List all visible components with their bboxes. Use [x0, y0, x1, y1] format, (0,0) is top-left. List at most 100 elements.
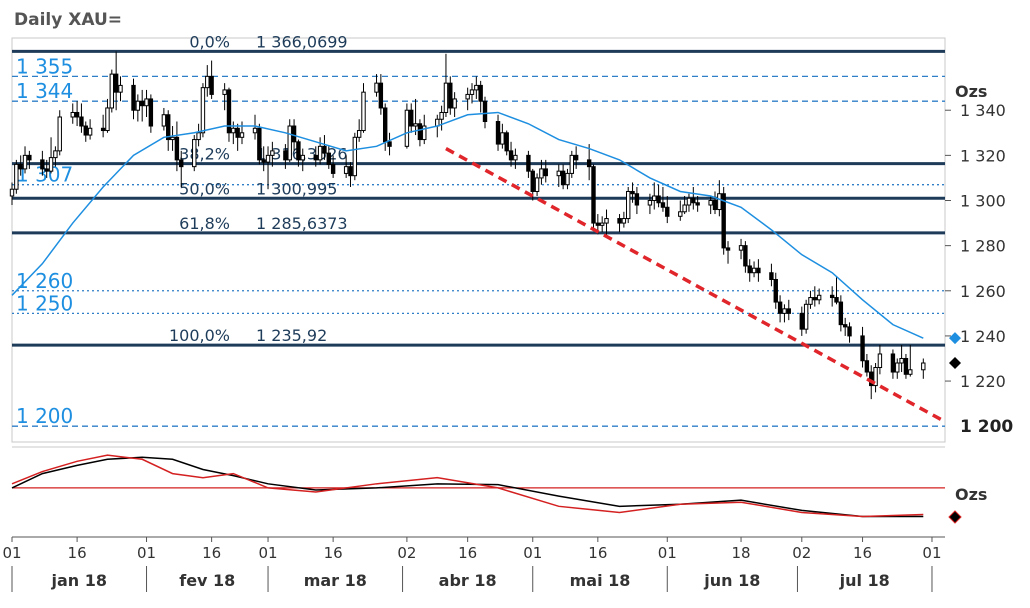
axes-layer: 1 340 1 320 1 300 1 280 1 260 1 240 1 220 Ozs 1 …	[2, 82, 1013, 592]
candle-body-67	[417, 123, 423, 141]
candle-body-21	[135, 100, 141, 111]
candle-body-87	[539, 168, 544, 179]
candle-body-148	[908, 369, 913, 375]
candle-body-100	[621, 218, 627, 224]
month-label-0: jan 18	[51, 571, 108, 590]
candle-body-58	[356, 130, 362, 138]
candle-body-107	[660, 202, 666, 208]
candle-body-139	[860, 335, 865, 362]
candle-body-55	[343, 166, 349, 174]
x-tick-label-1: 16	[68, 544, 87, 562]
candle-body-92	[569, 154, 574, 174]
chart-title: Daily XAU=	[14, 10, 122, 30]
candle-body-119	[738, 245, 744, 251]
candle-body-33	[205, 75, 210, 89]
candle-body-39	[239, 132, 245, 138]
candle-body-24	[148, 98, 154, 127]
x-tick-label-13: 16	[853, 544, 872, 562]
candle-body-77	[478, 84, 483, 102]
candle-body-60	[374, 82, 379, 93]
fib-value-label-3: 1 285,6373	[256, 214, 348, 233]
month-label-3: abr 18	[439, 571, 497, 590]
candle-body-109	[678, 211, 683, 217]
candle-body-84	[526, 154, 531, 172]
candle-body-54	[330, 163, 336, 174]
candle-body-91	[565, 172, 570, 186]
candle-body-19	[118, 84, 123, 93]
candle-body-134	[829, 294, 835, 299]
candle-body-63	[387, 141, 392, 147]
candle-body-82	[508, 150, 514, 161]
x-tick-label-4: 01	[258, 544, 277, 562]
candle-body-20	[131, 84, 136, 111]
candle-body-38	[235, 127, 240, 138]
candle-body-78	[482, 100, 488, 123]
candle-body-12	[79, 116, 84, 127]
candle-body-48	[296, 141, 301, 161]
candle-body-1	[14, 163, 19, 190]
candle-body-66	[413, 123, 418, 127]
candle-body-45	[283, 150, 288, 161]
candle-body-110	[682, 204, 687, 213]
candle-body-22	[139, 100, 145, 107]
candle-body-41	[257, 127, 262, 161]
candle-body-136	[838, 301, 844, 326]
candle-body-27	[170, 136, 175, 141]
candle-body-81	[504, 132, 509, 152]
candle-body-138	[847, 326, 852, 337]
y-tick-label-2: 1 300	[960, 192, 1006, 211]
candle-body-101	[626, 190, 631, 220]
level-label-0: 1 355	[16, 54, 73, 78]
candle-body-17	[109, 73, 115, 109]
candle-body-123	[756, 267, 761, 274]
fib-pct-label-4: 100,0%	[169, 326, 230, 345]
candle-body-89	[556, 170, 561, 177]
candle-body-18	[113, 73, 119, 93]
x-tick-label-9: 16	[588, 544, 607, 562]
candle-body-121	[747, 265, 752, 274]
candle-body-106	[656, 195, 661, 204]
candle-body-128	[786, 308, 791, 314]
candle-body-85	[530, 170, 535, 192]
candle-body-79	[495, 121, 501, 145]
candle-body-29	[179, 159, 184, 168]
downtrend-line	[445, 147, 946, 424]
x-tick-label-11: 18	[731, 544, 750, 562]
candle-body-62	[383, 107, 388, 143]
candle-body-14	[87, 127, 93, 136]
candle-body-132	[812, 297, 818, 301]
candle-body-143	[877, 353, 883, 369]
candle-body-137	[842, 324, 848, 328]
x-tick-label-8: 01	[523, 544, 542, 562]
candle-body-127	[782, 308, 787, 314]
candle-body-146	[899, 357, 904, 364]
candle-body-76	[474, 84, 479, 91]
candle-body-80	[500, 132, 505, 145]
candle-body-140	[864, 360, 870, 373]
y-axis-marker-label: 1 200	[960, 417, 1013, 437]
candle-body-70	[439, 111, 444, 120]
candle-body-15	[100, 127, 106, 132]
candle-body-0	[9, 188, 15, 197]
y-tick-label-1: 1 320	[960, 146, 1006, 165]
candle-body-120	[743, 245, 748, 267]
fib-pct-label-0: 0,0%	[189, 32, 230, 51]
oscillator-line-1	[11, 454, 924, 518]
price-gridlines	[11, 37, 946, 448]
candle-body-135	[834, 297, 839, 303]
oscillator-line-0	[11, 456, 924, 518]
candle-body-51	[317, 145, 323, 161]
y-tick-label-0: 1 340	[960, 101, 1006, 120]
y-tick-label-3: 1 280	[960, 237, 1006, 256]
candle-body-61	[378, 82, 384, 109]
candle-body-36	[226, 89, 232, 134]
candle-body-57	[352, 136, 358, 177]
candle-body-126	[777, 301, 783, 314]
candle-body-56	[348, 166, 353, 177]
candle-body-13	[83, 125, 88, 136]
candle-body-145	[895, 362, 900, 373]
candle-body-8	[53, 150, 58, 159]
month-label-4: mai 18	[570, 571, 631, 590]
